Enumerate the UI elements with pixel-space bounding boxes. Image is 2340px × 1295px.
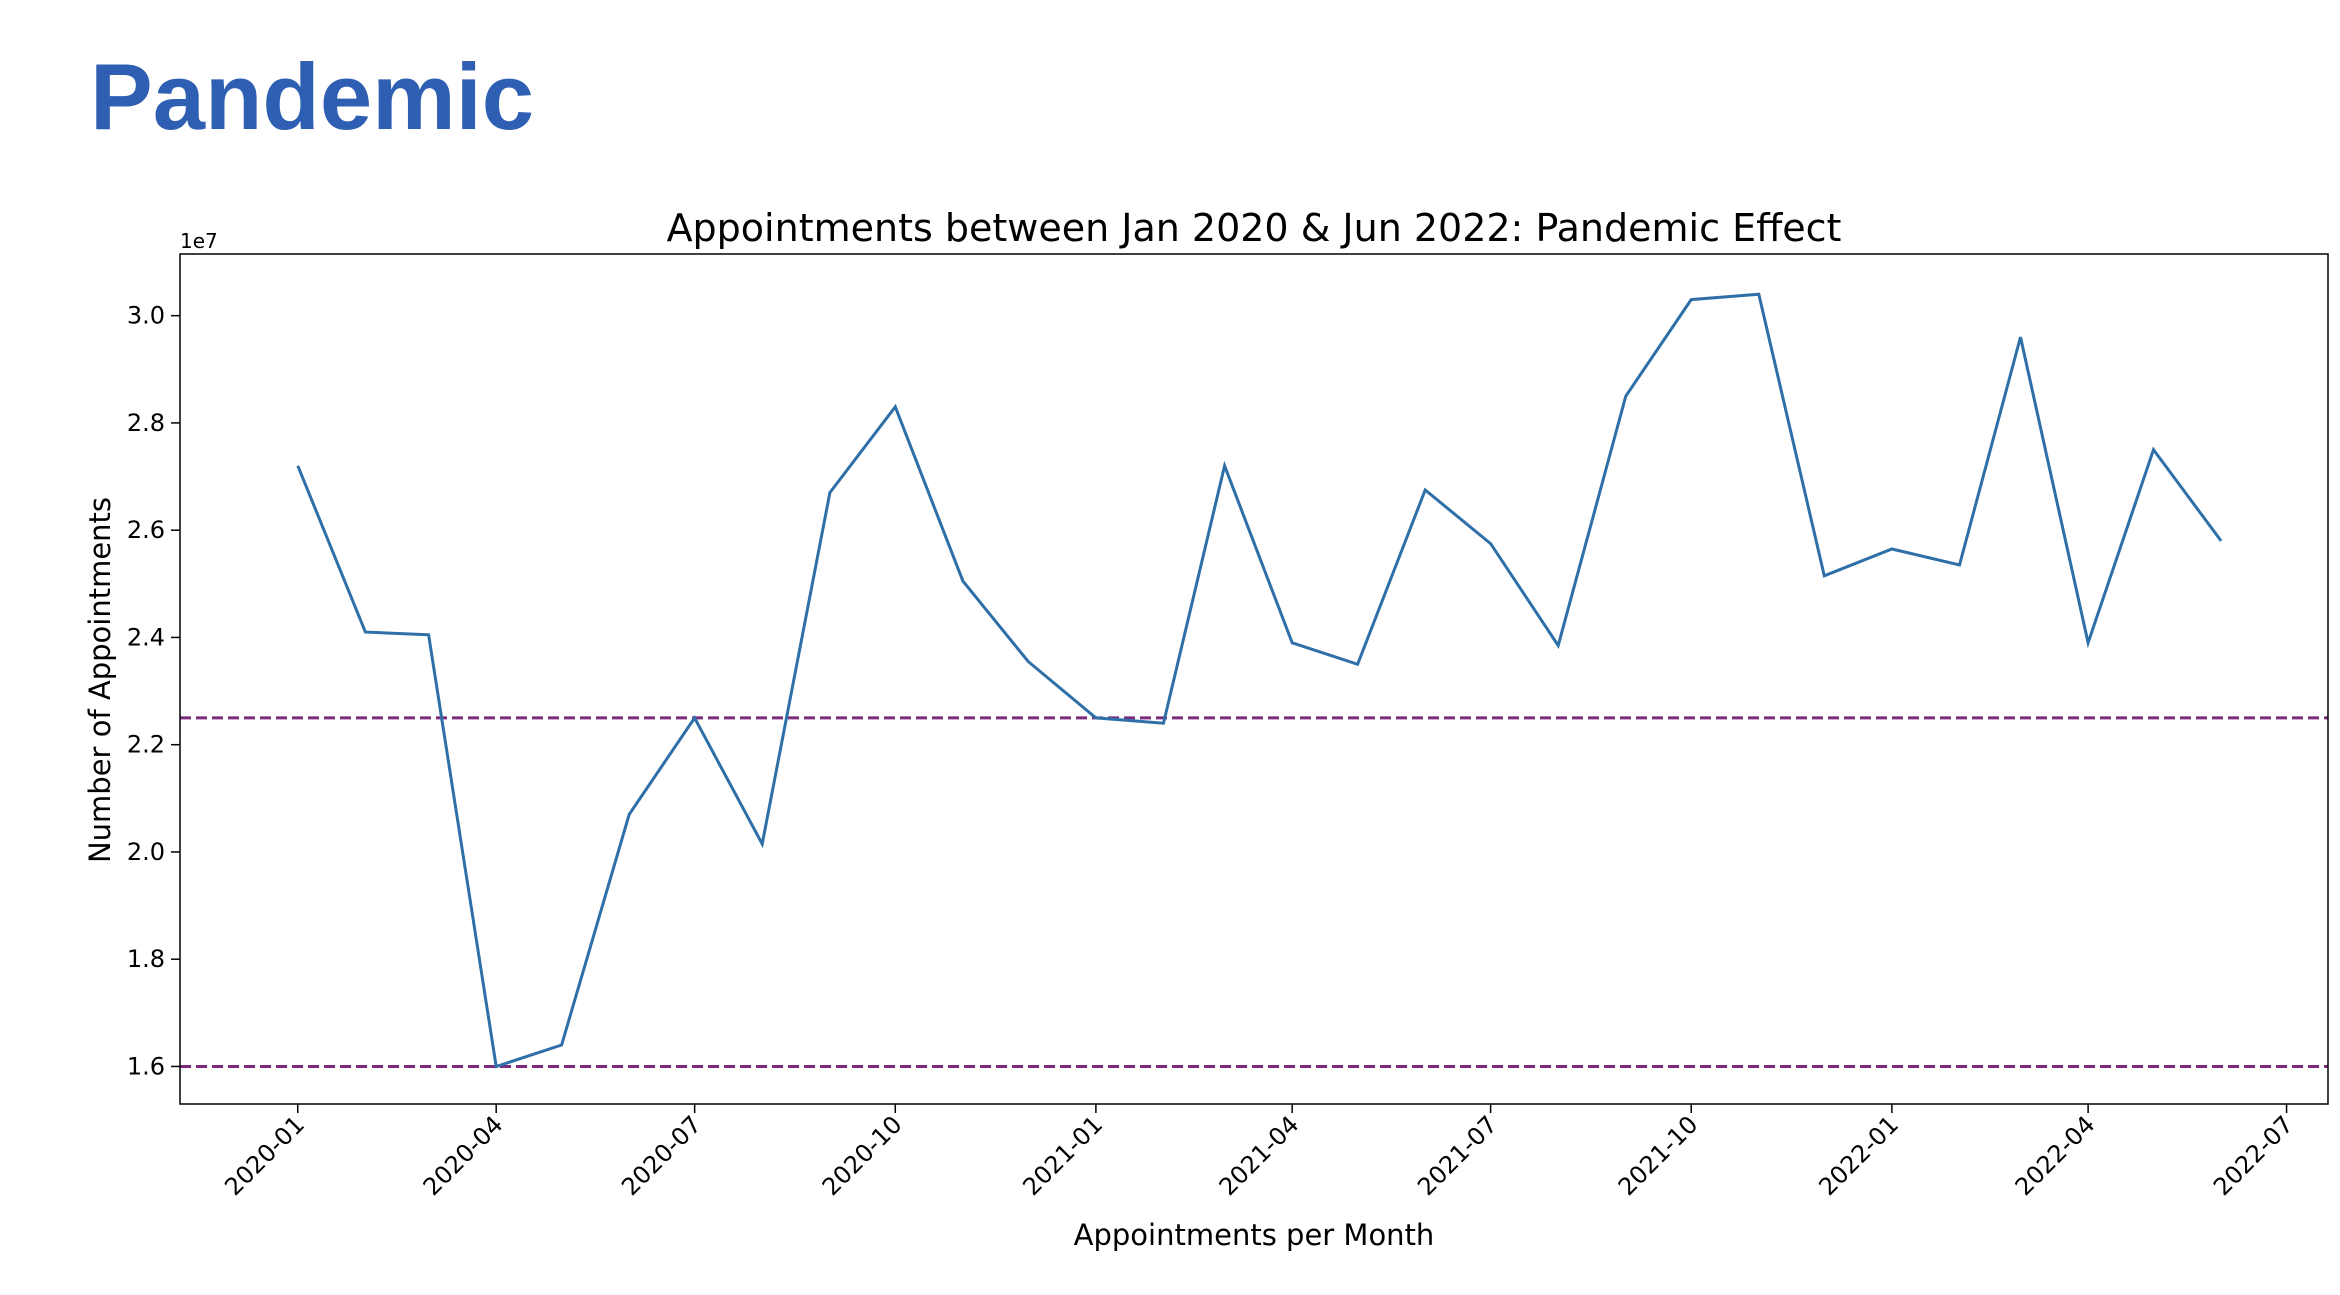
page-heading: Pandemic bbox=[90, 44, 535, 149]
y-tick-label: 3.0 bbox=[127, 302, 165, 330]
chart-title: Appointments between Jan 2020 & Jun 2022… bbox=[667, 206, 1842, 250]
plot-frame bbox=[179, 253, 2329, 1105]
y-tick-label: 2.8 bbox=[127, 409, 165, 437]
x-tick-label: 2022-01 bbox=[1813, 1110, 1904, 1201]
y-tick-label: 2.2 bbox=[127, 731, 165, 759]
series-line bbox=[296, 292, 2223, 1069]
x-tick-label: 2020-10 bbox=[817, 1110, 908, 1201]
x-tick-label: 2020-01 bbox=[219, 1110, 310, 1201]
x-tick-label: 2020-07 bbox=[616, 1110, 707, 1201]
x-tick-label: 2021-01 bbox=[1017, 1110, 1108, 1201]
plot-area: 1.6 1.8 2.0 2.2 2.4 2.6 2.8 3.0 2020-01 2020-04 20… bbox=[127, 253, 2329, 1201]
y-tick-label: 2.0 bbox=[127, 838, 165, 866]
x-axis-label: Appointments per Month bbox=[1074, 1218, 1435, 1252]
y-offset-label: 1e7 bbox=[180, 229, 218, 253]
x-tick-label: 2022-04 bbox=[2010, 1110, 2101, 1201]
x-tick-label: 2021-04 bbox=[1214, 1110, 1305, 1201]
y-tick-label: 1.6 bbox=[127, 1052, 165, 1080]
y-tick-label: 2.4 bbox=[127, 623, 165, 651]
x-tick-label: 2022-07 bbox=[2208, 1110, 2299, 1201]
y-tick-label: 1.8 bbox=[127, 945, 165, 973]
x-tick-label: 2021-10 bbox=[1613, 1110, 1704, 1201]
x-tick-label: 2020-04 bbox=[418, 1110, 509, 1201]
x-tick-label: 2021-07 bbox=[1412, 1110, 1503, 1201]
y-tick-label: 2.6 bbox=[127, 516, 165, 544]
y-axis-label: Number of Appointments bbox=[83, 497, 117, 863]
